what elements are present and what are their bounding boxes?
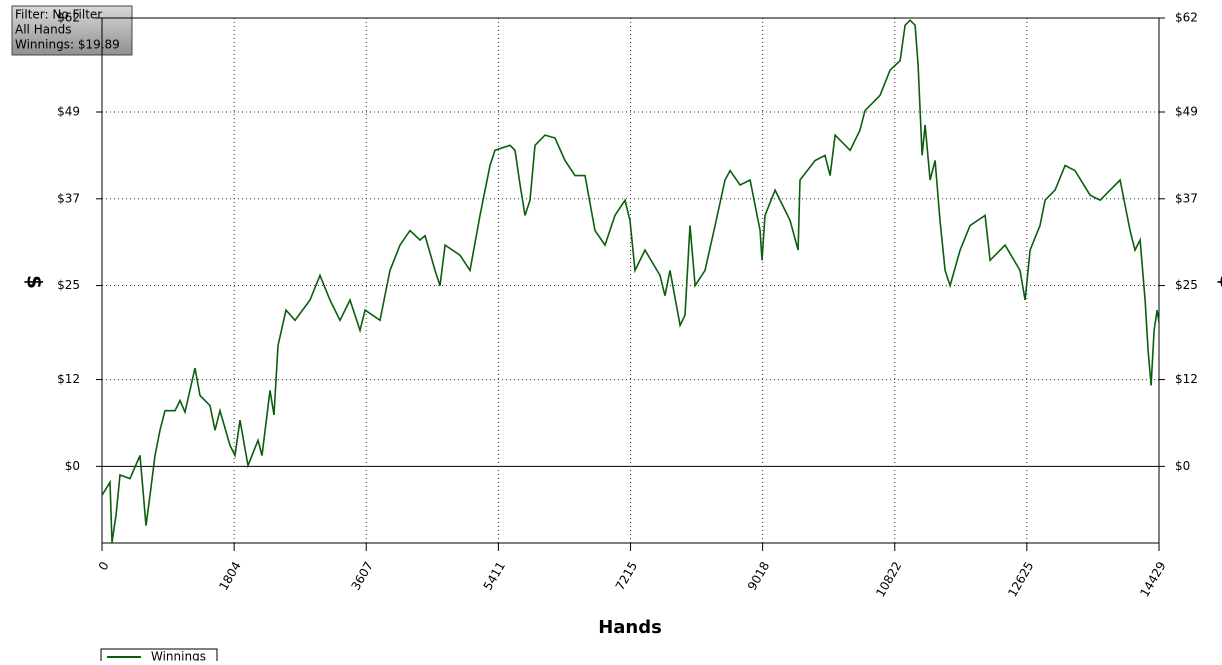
x-tick-label: 3607	[348, 559, 375, 592]
legend-label: Winnings	[151, 650, 206, 662]
y-tick-label: $37	[57, 191, 80, 205]
y2-tick-label: $0	[1175, 459, 1190, 473]
x-tick-label: 5411	[481, 559, 508, 592]
y-tick-label: $62	[57, 11, 80, 25]
y2-axis-label: $	[1216, 275, 1222, 289]
y-tick-label: $49	[57, 105, 80, 119]
x-axis-label: Hands	[598, 617, 662, 638]
plot-frame	[102, 18, 1159, 543]
x-tick-label: 14429	[1137, 559, 1168, 599]
y-tick-label: $0	[65, 459, 80, 473]
y-tick-label: $25	[57, 278, 80, 292]
y2-tick-label: $37	[1175, 191, 1198, 205]
y-axis-label: $	[23, 275, 47, 289]
x-tick-label: 10822	[873, 559, 904, 599]
y2-tick-label: $49	[1175, 105, 1198, 119]
y-tick-label: $12	[57, 372, 80, 386]
x-tick-label: 7215	[613, 559, 640, 592]
info-text: All Hands	[15, 23, 72, 37]
x-tick-label: 1804	[216, 559, 243, 592]
y2-tick-label: $12	[1175, 372, 1198, 386]
info-text: Winnings: $19.89	[15, 38, 120, 52]
x-tick-label: 0	[96, 559, 112, 573]
y2-tick-label: $25	[1175, 278, 1198, 292]
y2-tick-label: $62	[1175, 11, 1198, 25]
x-tick-label: 9018	[745, 559, 772, 592]
x-tick-label: 12625	[1005, 559, 1036, 599]
